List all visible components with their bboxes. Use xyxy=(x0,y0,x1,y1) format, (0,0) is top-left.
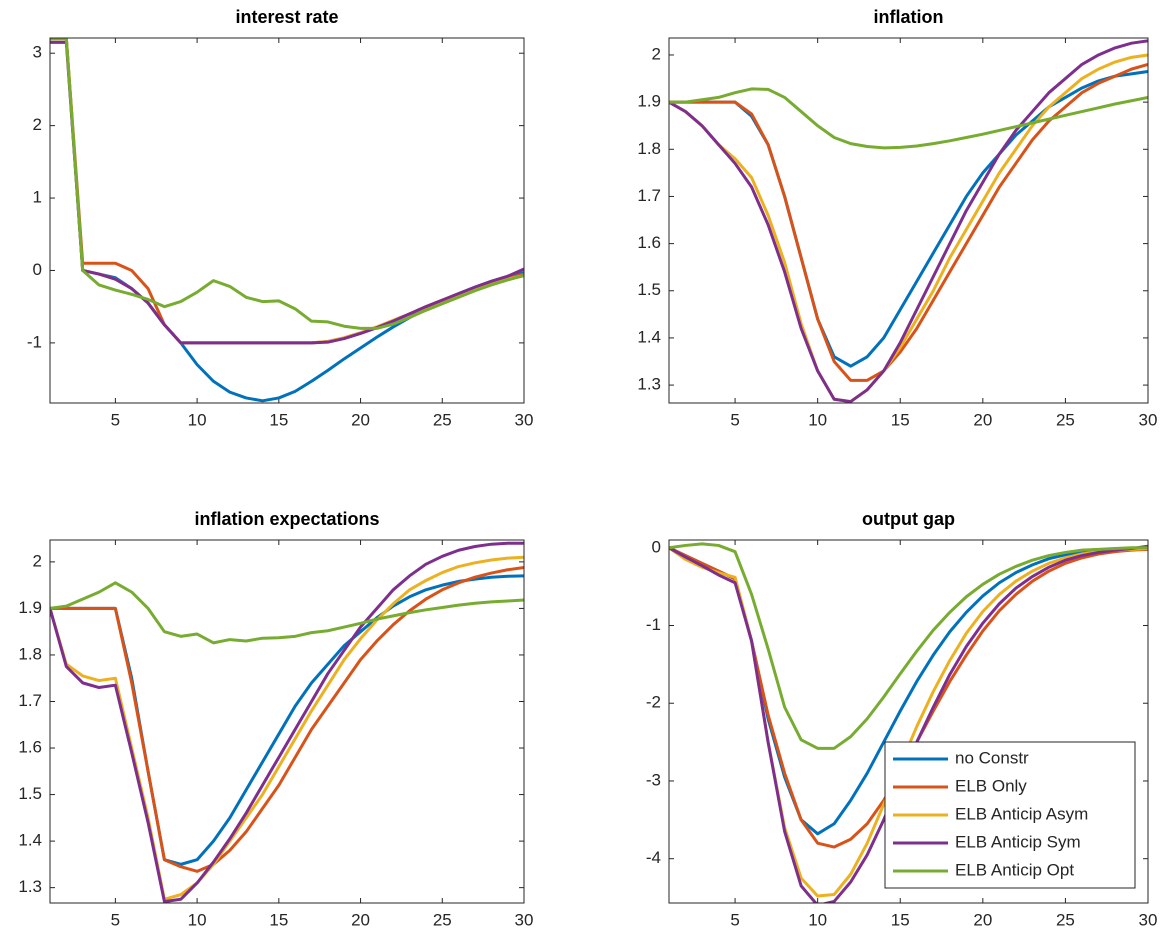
x-tick-label: 20 xyxy=(351,410,370,429)
x-tick-label: 10 xyxy=(808,410,827,429)
y-tick-label: 1.7 xyxy=(637,186,661,205)
series-line xyxy=(669,69,1148,368)
y-tick-label: 1 xyxy=(33,188,42,207)
legend-label: no Constr xyxy=(955,748,1029,767)
y-tick-label: 1.3 xyxy=(18,877,42,896)
legend-label: ELB Anticip Opt xyxy=(955,860,1074,879)
y-tick-label: -1 xyxy=(646,615,661,634)
chart-title: inflation xyxy=(874,7,944,27)
y-tick-label: 3 xyxy=(33,43,42,62)
y-tick-label: 1.8 xyxy=(637,139,661,158)
x-tick-label: 25 xyxy=(433,910,452,929)
y-tick-label: 1.9 xyxy=(18,598,42,617)
y-tick-label: 0 xyxy=(652,537,661,556)
axes-box xyxy=(49,37,525,404)
x-tick-label: 15 xyxy=(891,410,910,429)
series-line xyxy=(669,542,1148,750)
series-line xyxy=(669,53,1148,403)
x-tick-label: 25 xyxy=(1056,410,1075,429)
y-tick-label: 1.8 xyxy=(18,644,42,663)
plot-lines xyxy=(50,541,524,903)
x-tick-label: 15 xyxy=(891,910,910,929)
y-tick-label: 2 xyxy=(652,44,661,63)
x-tick-label: 15 xyxy=(269,910,288,929)
series-line xyxy=(669,39,1148,403)
chart-title: interest rate xyxy=(235,7,338,27)
legend-box xyxy=(884,741,1136,889)
x-tick-label: 10 xyxy=(188,910,207,929)
x-tick-label: 5 xyxy=(730,910,739,929)
y-tick-label: 1.9 xyxy=(637,92,661,111)
y-tick-label: -1 xyxy=(27,332,42,351)
series-line xyxy=(50,541,524,903)
y-tick-label: 2 xyxy=(33,551,42,570)
x-tick-label: 25 xyxy=(433,410,452,429)
series-line xyxy=(669,87,1148,150)
x-tick-label: 20 xyxy=(973,410,992,429)
chart-title: output gap xyxy=(862,509,955,529)
y-tick-label: 1.3 xyxy=(637,375,661,394)
x-tick-label: 30 xyxy=(1139,910,1158,929)
x-tick-label: 30 xyxy=(515,410,534,429)
x-tick-label: 30 xyxy=(515,910,534,929)
x-tick-label: 15 xyxy=(269,410,288,429)
x-tick-label: 5 xyxy=(111,910,120,929)
series-line xyxy=(50,565,524,873)
axes-box xyxy=(49,539,525,904)
legend: no Constr ELB Only ELB Anticip Asym ELB Ant… xyxy=(884,741,1136,889)
legend-label: ELB Anticip Sym xyxy=(955,832,1081,851)
legend-label: ELB Only xyxy=(955,776,1027,795)
chart-title: inflation expectations xyxy=(194,509,379,529)
legend-label: ELB Anticip Asym xyxy=(955,804,1088,823)
plot-area xyxy=(49,37,525,404)
y-tick-label: 1.5 xyxy=(18,784,42,803)
y-tick-label: 2 xyxy=(33,115,42,134)
x-tick-label: 10 xyxy=(808,910,827,929)
plot-lines xyxy=(50,38,524,403)
series-line xyxy=(50,38,524,330)
y-tick-label: 1.6 xyxy=(637,233,661,252)
y-tick-label: 1.4 xyxy=(637,327,661,346)
x-tick-label: 20 xyxy=(973,910,992,929)
y-tick-label: 1.7 xyxy=(18,691,42,710)
subplot: output gap 5 10 15 20 25 30 -4 -3 -2 -1 0 no Constr E… xyxy=(646,509,1158,930)
subplot: inflation 5 10 15 20 25 30 1.3 1.4 1.5 1.6 1.7 1.8 1.… xyxy=(637,7,1157,430)
x-tick-label: 30 xyxy=(1139,410,1158,429)
x-tick-label: 5 xyxy=(730,410,739,429)
y-tick-label: 1.4 xyxy=(18,831,42,850)
y-tick-label: 1.5 xyxy=(637,280,661,299)
x-tick-label: 20 xyxy=(351,910,370,929)
subplot: interest rate 5 10 15 20 25 30 -1 0 1 2 3 xyxy=(27,7,534,430)
axes-box xyxy=(668,37,1149,404)
series-line xyxy=(50,581,524,645)
y-tick-label: 1.6 xyxy=(18,738,42,757)
y-tick-label: 0 xyxy=(33,260,42,279)
series-line xyxy=(669,62,1148,382)
x-tick-label: 5 xyxy=(111,410,120,429)
y-tick-label: -3 xyxy=(646,770,661,789)
subplot: inflation expectations 5 10 15 20 25 30 1.3 1.4 1… xyxy=(18,509,533,930)
x-tick-label: 25 xyxy=(1056,910,1075,929)
y-tick-label: -2 xyxy=(646,693,661,712)
plot-lines xyxy=(669,39,1148,403)
y-tick-label: -4 xyxy=(646,848,661,867)
x-tick-label: 10 xyxy=(188,410,207,429)
axes-box xyxy=(668,539,1149,904)
series-line xyxy=(50,40,524,345)
